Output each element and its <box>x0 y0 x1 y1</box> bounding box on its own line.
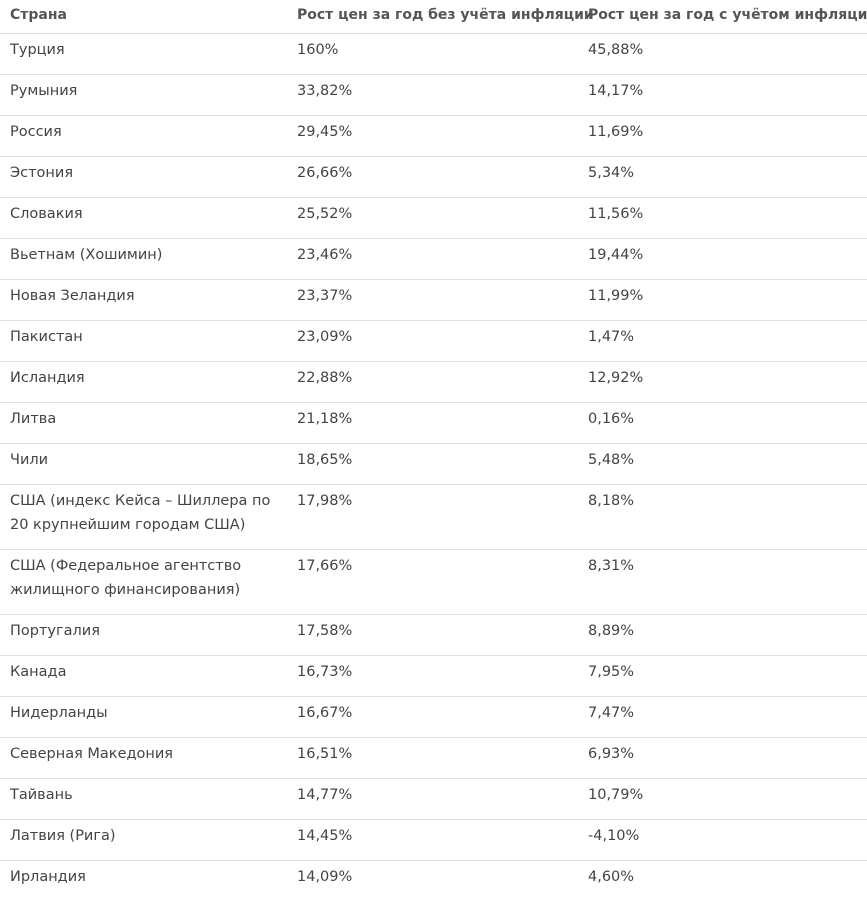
table-row: Литва 21,18% 0,16% <box>0 402 867 444</box>
cell-country: Россия <box>0 115 287 157</box>
cell-growth-real: 11,56% <box>578 197 867 239</box>
cell-growth-real: 7,47% <box>578 696 867 738</box>
cell-growth-real: -4,10% <box>578 819 867 861</box>
cell-growth-real: 7,95% <box>578 655 867 697</box>
cell-growth-nominal: 29,45% <box>287 115 578 157</box>
cell-growth-real: 14,17% <box>578 74 867 116</box>
table-row: Тайвань 14,77% 10,79% <box>0 778 867 820</box>
cell-growth-real: 8,18% <box>578 484 867 550</box>
cell-country: Чили <box>0 443 287 485</box>
table-row: Словакия 25,52% 11,56% <box>0 197 867 239</box>
cell-growth-nominal: 23,09% <box>287 320 578 362</box>
cell-country: США (Федеральное агентство жилищного фин… <box>0 549 287 615</box>
cell-growth-nominal: 160% <box>287 33 578 75</box>
cell-growth-nominal: 14,09% <box>297 868 353 885</box>
cell-country: Словакия <box>0 197 287 239</box>
cell-growth-nominal: 23,46% <box>287 238 578 280</box>
cell-growth-nominal: 23,37% <box>287 279 578 321</box>
cell-growth-nominal: 16,67% <box>287 696 578 738</box>
cell-growth-real: 11,99% <box>578 279 867 321</box>
cell-growth-real: 11,69% <box>578 115 867 157</box>
table-row: Эстония 26,66% 5,34% <box>0 156 867 198</box>
cell-country: Литва <box>0 402 287 444</box>
cell-country: Португалия <box>0 614 287 656</box>
table-row: Новая Зеландия 23,37% 11,99% <box>0 279 867 321</box>
table-row: Пакистан 23,09% 1,47% <box>0 320 867 362</box>
cell-country: Тайвань <box>0 778 287 820</box>
header-growth-real: Рост цен за год с учётом инфляции <box>578 0 867 34</box>
cell-growth-nominal: 16,51% <box>287 737 578 779</box>
cell-growth-nominal: 18,65% <box>287 443 578 485</box>
cell-growth-nominal: 14,77% <box>287 778 578 820</box>
table-row: Ирландия 14,09% 4,60% <box>0 860 867 901</box>
cell-country: Латвия (Рига) <box>0 819 287 861</box>
cell-growth-nominal: 16,73% <box>287 655 578 697</box>
cell-growth-real: 10,79% <box>578 778 867 820</box>
table-row: Турция 160% 45,88% <box>0 33 867 75</box>
cell-growth-real: 1,47% <box>578 320 867 362</box>
cell-growth-real: 5,34% <box>578 156 867 198</box>
cell-country: Пакистан <box>0 320 287 362</box>
cell-country: Турция <box>0 33 287 75</box>
cell-growth-real: 8,31% <box>578 549 867 615</box>
table-row: Латвия (Рига) 14,45% -4,10% <box>0 819 867 861</box>
table-body: Турция 160% 45,88% Румыния 33,82% 14,17% Росси… <box>0 33 867 901</box>
table-row: Чили 18,65% 5,48% <box>0 443 867 485</box>
cell-country: Эстония <box>0 156 287 198</box>
cell-growth-real: 45,88% <box>578 33 867 75</box>
header-growth-nominal: Рост цен за год без учёта инфляции <box>287 0 594 34</box>
cell-growth-nominal: 14,45% <box>287 819 578 861</box>
cell-growth-nominal: 17,98% <box>287 484 578 550</box>
header-row: Страна Рост цен за год без учёта инфляци… <box>0 0 867 34</box>
header-country: Страна <box>0 0 287 34</box>
cell-growth-nominal: 26,66% <box>287 156 578 198</box>
cell-country: Вьетнам (Хошимин) <box>0 238 287 280</box>
table-header: Страна Рост цен за год без учёта инфляци… <box>0 0 867 34</box>
table-row: Исландия 22,88% 12,92% <box>0 361 867 403</box>
table-row: США (Федеральное агентство жилищного фин… <box>0 549 867 615</box>
cell-growth-real: 0,16% <box>578 402 867 444</box>
cell-growth-nominal: 25,52% <box>287 197 578 239</box>
cell-country: Ирландия <box>10 868 86 885</box>
cell-country: Канада <box>0 655 287 697</box>
table-row: Россия 29,45% 11,69% <box>0 115 867 157</box>
cell-growth-nominal: 17,66% <box>287 549 578 615</box>
table-row: Канада 16,73% 7,95% <box>0 655 867 697</box>
cell-growth-nominal: 22,88% <box>287 361 578 403</box>
cell-country: США (индекс Кейса – Шиллера по 20 крупне… <box>0 484 287 550</box>
table-row: Нидерланды 16,67% 7,47% <box>0 696 867 738</box>
cell-country: Исландия <box>0 361 287 403</box>
cell-growth-real: 8,89% <box>578 614 867 656</box>
cell-growth-nominal: 33,82% <box>287 74 578 116</box>
cell-growth-nominal: 17,58% <box>287 614 578 656</box>
cell-growth-real: 6,93% <box>578 737 867 779</box>
cell-country: Новая Зеландия <box>0 279 287 321</box>
cell-growth-real: 12,92% <box>578 361 867 403</box>
table-row: Португалия 17,58% 8,89% <box>0 614 867 656</box>
cell-growth-real: 19,44% <box>578 238 867 280</box>
cell-country: Нидерланды <box>0 696 287 738</box>
table-row: США (индекс Кейса – Шиллера по 20 крупне… <box>0 484 867 550</box>
cell-growth-real: 4,60% <box>588 868 635 885</box>
cell-growth-real: 5,48% <box>578 443 867 485</box>
cell-growth-nominal: 21,18% <box>287 402 578 444</box>
cell-country: Румыния <box>0 74 287 116</box>
cell-country: Северная Македония <box>0 737 287 779</box>
table-row: Румыния 33,82% 14,17% <box>0 74 867 116</box>
table-row: Вьетнам (Хошимин) 23,46% 19,44% <box>0 238 867 280</box>
table-row: Северная Македония 16,51% 6,93% <box>0 737 867 779</box>
